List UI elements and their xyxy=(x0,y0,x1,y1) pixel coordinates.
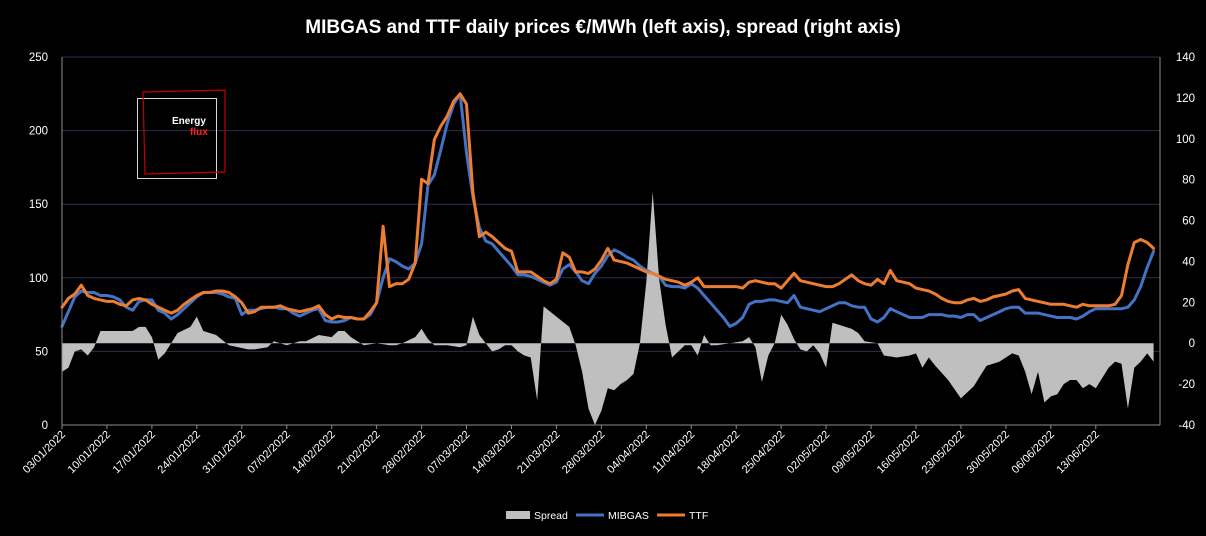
y-tick-label-right: 60 xyxy=(1182,216,1195,228)
y-tick-label-right: 140 xyxy=(1176,52,1195,64)
y-tick-label-right: 0 xyxy=(1189,338,1195,350)
legend: Spread MIBGAS TTF xyxy=(506,510,708,522)
legend-label-spread: Spread xyxy=(534,510,568,522)
logo-frame-red xyxy=(142,89,226,175)
y-tick-label-right: 80 xyxy=(1182,175,1195,187)
line-series-layer xyxy=(60,92,1156,328)
legend-swatch-spread xyxy=(506,511,530,519)
legend-label-mibgas: MIBGAS xyxy=(608,510,649,522)
spread-area-layer xyxy=(62,191,1154,425)
y-tick-label-right: 120 xyxy=(1176,93,1195,105)
chart-title: MIBGAS and TTF daily prices €/MWh (left … xyxy=(305,17,900,38)
y-tick-label-right: 100 xyxy=(1176,134,1195,146)
spread-area xyxy=(62,191,1154,425)
legend-label-ttf: TTF xyxy=(689,510,708,522)
mibgas-line xyxy=(60,92,1156,328)
energyflux-logo: Energy flux xyxy=(137,89,226,179)
y-tick-label-left: 50 xyxy=(35,346,48,358)
y-tick-label-left: 250 xyxy=(29,52,48,64)
logo-text-energy: Energy xyxy=(172,116,206,127)
logo-frame xyxy=(137,98,217,179)
y-tick-label-right: -40 xyxy=(1178,420,1195,432)
y-tick-label-left: 0 xyxy=(42,420,48,432)
y-tick-label-left: 200 xyxy=(29,126,48,138)
ttf-line xyxy=(60,92,1156,321)
y-tick-label-left: 100 xyxy=(29,273,48,285)
y-tick-label-left: 150 xyxy=(29,199,48,211)
y-tick-label-right: 20 xyxy=(1182,297,1195,309)
logo-text-flux: flux xyxy=(190,127,208,138)
y-tick-label-right: -20 xyxy=(1178,379,1195,391)
y-tick-label-right: 40 xyxy=(1182,256,1195,268)
